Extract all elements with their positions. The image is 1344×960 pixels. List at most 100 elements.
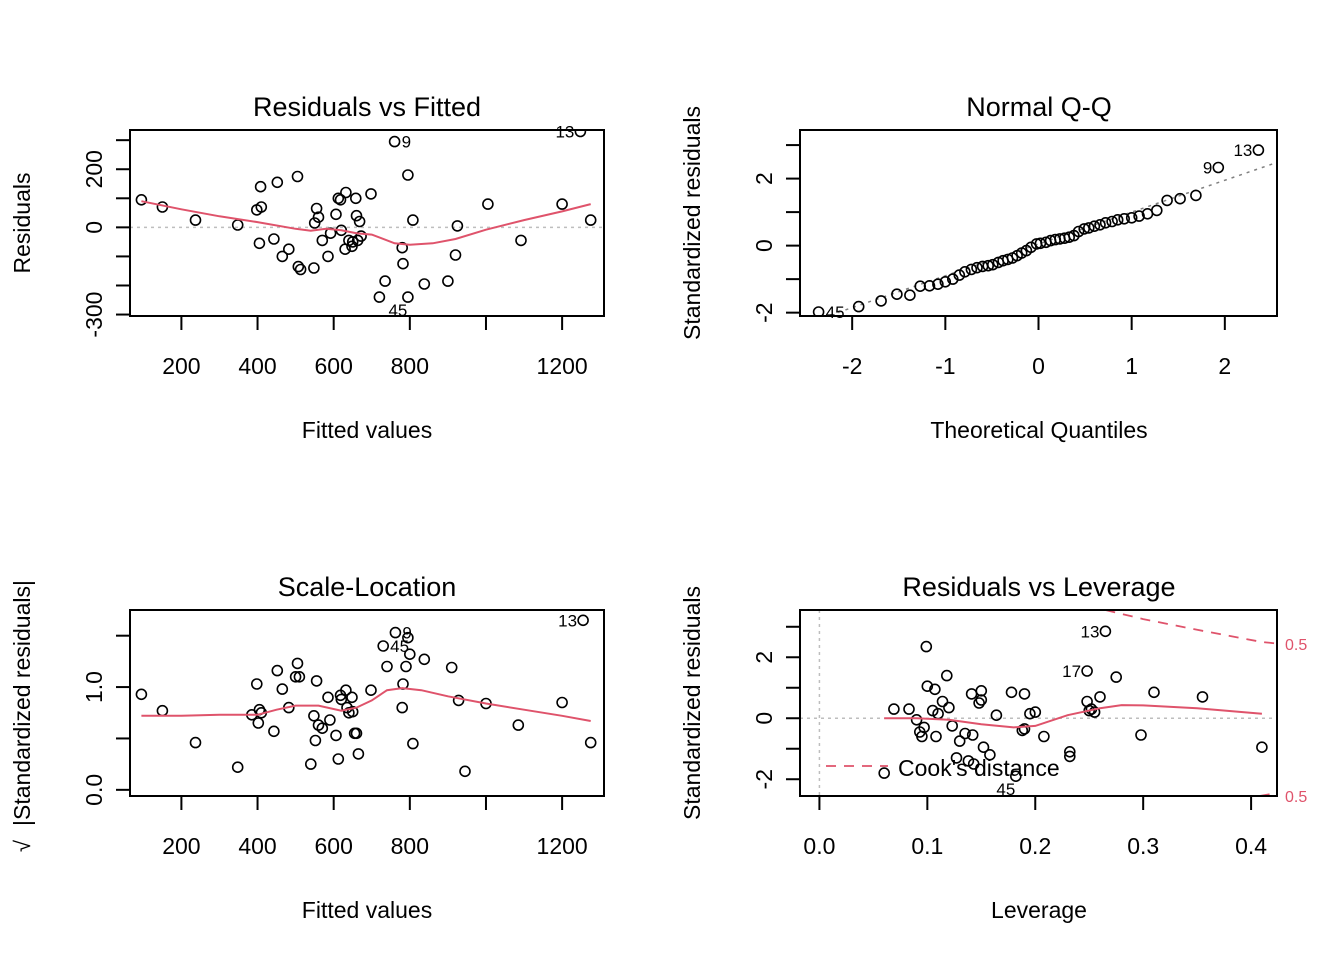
- data-point: [950, 752, 963, 764]
- data-point: [346, 705, 359, 718]
- data-point: [1034, 237, 1047, 250]
- data-point: [377, 640, 390, 652]
- plot-frame: [799, 609, 1278, 797]
- y-tick-label: 0: [751, 239, 777, 252]
- data-point: [340, 684, 352, 697]
- data-point: [1064, 750, 1076, 763]
- y-tick-label: 0: [751, 712, 777, 725]
- data-point: [350, 209, 363, 222]
- x-tick-label: 1200: [537, 353, 588, 379]
- data-point: [1190, 189, 1202, 202]
- data-point: [852, 300, 865, 313]
- y-tick-label: -300: [81, 292, 107, 338]
- x-tick-label: 2: [1218, 353, 1231, 379]
- data-point: [452, 694, 465, 707]
- data-point: [268, 233, 280, 245]
- data-point: [156, 704, 169, 717]
- x-tick-label: 400: [238, 353, 276, 379]
- data-point: [512, 719, 525, 731]
- data-point: [324, 227, 337, 239]
- point-label: 13: [558, 611, 577, 630]
- cook-upper-curve: [1105, 610, 1277, 645]
- data-point: [346, 236, 359, 248]
- data-point: [1094, 219, 1106, 231]
- data-point: [965, 688, 978, 700]
- data-point: [397, 257, 409, 270]
- data-point: [1161, 194, 1173, 207]
- data-point: [904, 289, 916, 302]
- data-point: [1064, 745, 1076, 758]
- x-tick-label: -2: [842, 353, 862, 379]
- data-point: [1099, 217, 1112, 229]
- data-point: [268, 725, 280, 738]
- data-point: [451, 220, 464, 232]
- data-point: [400, 660, 412, 673]
- point-label: 13: [1080, 622, 1099, 641]
- x-tick-label: 200: [162, 833, 200, 859]
- data-point: [365, 188, 377, 200]
- y-tick-label: -2: [751, 769, 777, 789]
- data-point: [350, 727, 363, 740]
- data-point: [253, 237, 266, 250]
- y-axis-label: Standardized residuals: [679, 586, 705, 820]
- data-point: [891, 288, 903, 301]
- data-point: [388, 135, 401, 148]
- data-point: [903, 703, 915, 715]
- plot-area: [130, 130, 604, 303]
- panel-residuals-vs-fitted: Residuals vs Fitted Fitted values Residu…: [9, 92, 605, 443]
- data-point: [309, 734, 322, 747]
- point-label: 9: [1203, 159, 1212, 178]
- data-point: [271, 664, 284, 677]
- data-point: [135, 688, 148, 701]
- point-label: 13: [555, 122, 574, 141]
- y-axis-label: Standardized residuals: [679, 106, 705, 340]
- data-point: [293, 670, 306, 683]
- x-tick-label: 400: [238, 833, 276, 859]
- data-point: [1110, 671, 1122, 683]
- x-tick-label: 800: [391, 353, 429, 379]
- data-point: [1016, 724, 1029, 737]
- data-point: [888, 703, 900, 715]
- point-label: 45: [996, 780, 1015, 799]
- cook-level-label-upper: 0.5: [1285, 637, 1307, 654]
- y-tick-label: 200: [81, 150, 107, 188]
- data-point: [294, 263, 307, 276]
- data-point: [449, 249, 462, 261]
- data-point: [316, 722, 329, 735]
- data-point: [1212, 161, 1225, 174]
- x-axis-label: Fitted values: [302, 897, 432, 923]
- data-point: [332, 192, 345, 205]
- data-point: [1088, 706, 1101, 718]
- data-point: [1148, 686, 1160, 699]
- x-axis-label: Leverage: [991, 897, 1087, 923]
- data-point: [959, 265, 971, 278]
- data-point: [310, 202, 323, 215]
- data-point: [812, 306, 825, 316]
- data-point: [1135, 729, 1147, 741]
- data-point: [322, 250, 334, 263]
- x-tick-label: 0.2: [1019, 833, 1051, 859]
- data-point: [189, 214, 202, 226]
- data-point: [396, 701, 409, 714]
- data-point: [914, 280, 927, 293]
- y-axis-label: Residuals: [9, 173, 35, 274]
- data-point: [1099, 625, 1112, 638]
- data-point: [312, 211, 325, 223]
- data-point: [1078, 223, 1090, 235]
- data-point: [332, 753, 345, 765]
- data-point: [402, 169, 414, 181]
- data-point: [975, 684, 988, 697]
- data-point: [984, 748, 996, 761]
- data-point: [316, 234, 329, 247]
- plot-frame: [129, 609, 605, 797]
- data-point: [967, 758, 980, 770]
- data-point: [923, 279, 936, 292]
- data-point: [556, 696, 568, 709]
- x-tick-label: 0: [1032, 353, 1045, 379]
- data-point: [918, 721, 930, 734]
- data-point: [1072, 225, 1085, 238]
- data-point: [252, 717, 265, 729]
- data-point: [1174, 192, 1186, 205]
- x-tick-label: 800: [391, 833, 429, 859]
- data-point: [929, 683, 941, 696]
